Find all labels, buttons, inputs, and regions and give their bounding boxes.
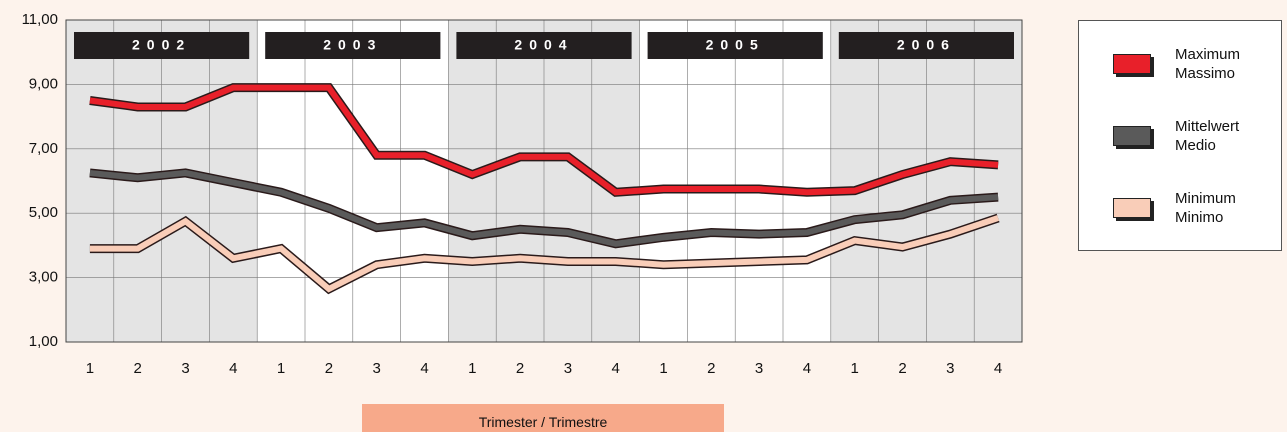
year-banner (838, 32, 1014, 59)
legend-label: Mittelwert Medio (1175, 118, 1240, 154)
year-label: 2003 (323, 37, 382, 53)
x-tick-label: 4 (803, 360, 811, 377)
y-tick-label: 1,00 (29, 333, 58, 350)
y-tick-label: 3,00 (29, 269, 58, 286)
x-tick-label: 2 (516, 360, 524, 377)
legend: Maximum Massimo Mittelwert Medio Minimum M… (1078, 20, 1282, 251)
legend-item: Maximum Massimo (1113, 45, 1255, 83)
x-tick-label: 3 (755, 360, 763, 377)
x-tick-label: 2 (898, 360, 906, 377)
year-banner (74, 32, 250, 59)
series-line (89, 215, 1000, 293)
x-axis-title: Trimester / Trimestre (362, 404, 724, 432)
series-line (89, 84, 999, 196)
x-tick-label: 1 (86, 360, 94, 377)
y-tick-label: 7,00 (29, 140, 58, 157)
year-banner (647, 32, 823, 59)
x-tick-label: 4 (994, 360, 1002, 377)
year-banner (265, 32, 441, 59)
x-tick-label: 2 (707, 360, 715, 377)
legend-swatch (1113, 54, 1151, 74)
y-tick-label: 5,00 (29, 204, 58, 221)
year-label: 2005 (706, 37, 765, 53)
x-tick-label: 1 (468, 360, 476, 377)
legend-swatch (1113, 198, 1151, 218)
x-tick-label: 3 (946, 360, 954, 377)
x-tick-label: 3 (564, 360, 572, 377)
legend-label: Maximum Massimo (1175, 46, 1241, 82)
year-label: 2002 (132, 37, 191, 53)
x-tick-label: 3 (373, 360, 381, 377)
x-tick-label: 4 (612, 360, 620, 377)
year-label: 2004 (514, 37, 573, 53)
year-label: 2006 (897, 37, 956, 53)
x-tick-label: 4 (420, 360, 428, 377)
x-tick-label: 3 (181, 360, 189, 377)
y-tick-label: 9,00 (29, 75, 58, 92)
x-tick-label: 1 (277, 360, 285, 377)
legend-item: Mittelwert Medio (1113, 117, 1255, 155)
y-tick-label: 11,00 (22, 11, 58, 28)
series-line (89, 169, 999, 247)
legend-label: Minimum Minimo (1175, 190, 1236, 226)
legend-swatch (1113, 126, 1151, 146)
plot-frame (65, 19, 1023, 343)
x-tick-label: 2 (325, 360, 333, 377)
x-tick-label: 4 (229, 360, 237, 377)
x-tick-label: 2 (134, 360, 142, 377)
legend-item: Minimum Minimo (1113, 189, 1255, 227)
x-tick-label: 1 (851, 360, 859, 377)
year-banner (456, 32, 632, 59)
x-tick-label: 1 (659, 360, 667, 377)
